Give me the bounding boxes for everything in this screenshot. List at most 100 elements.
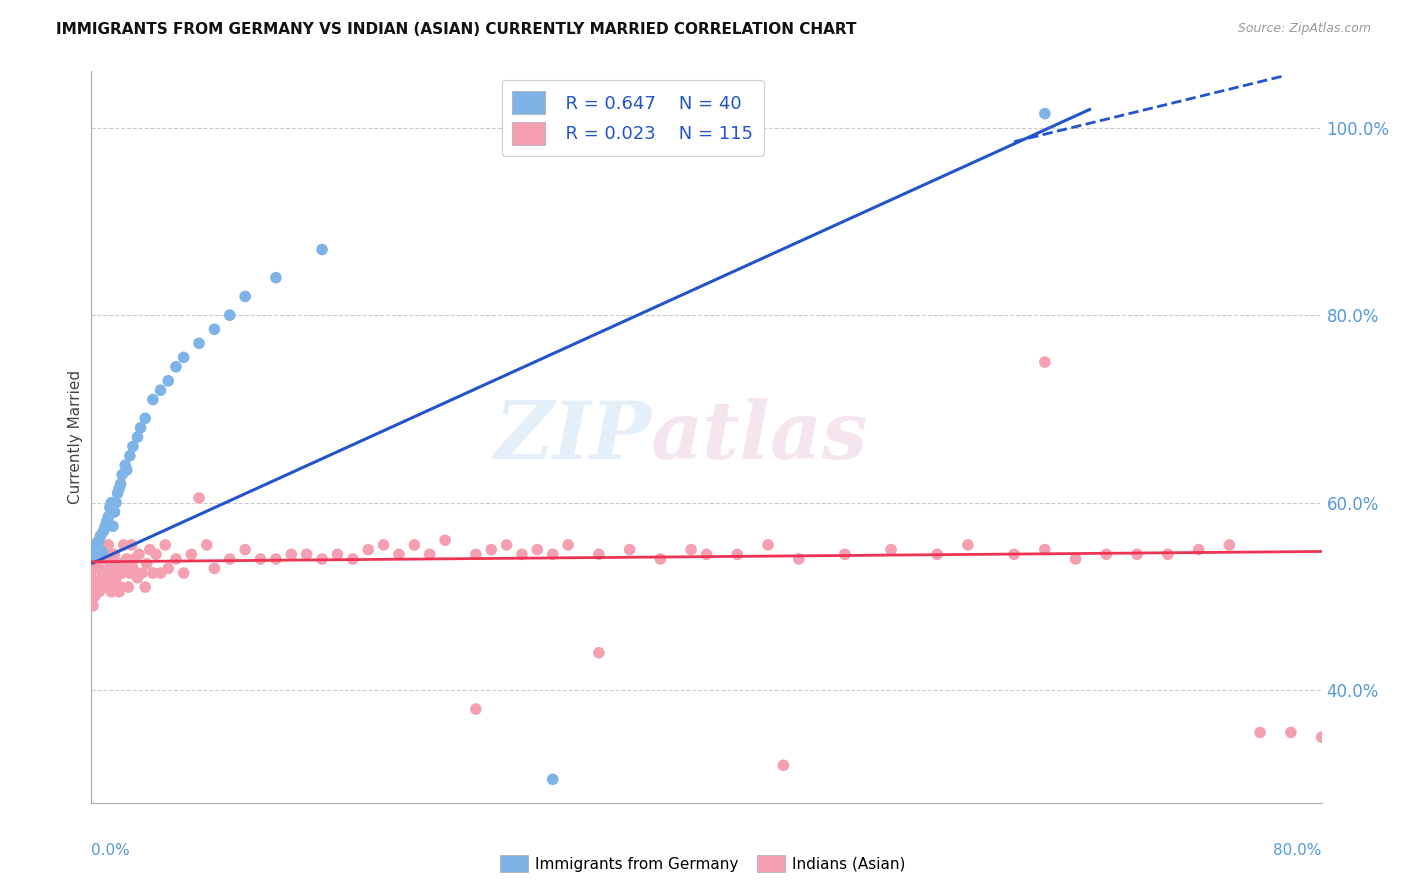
Point — [311, 552, 333, 566]
Point — [180, 547, 202, 561]
Point — [101, 580, 124, 594]
Point — [108, 584, 131, 599]
Point — [127, 430, 149, 444]
Text: ZIP: ZIP — [495, 399, 651, 475]
Point — [1033, 106, 1056, 120]
Point — [97, 538, 120, 552]
Point — [249, 552, 271, 566]
Point — [110, 580, 132, 594]
Point — [90, 580, 112, 594]
Point — [83, 561, 105, 575]
Point — [83, 547, 105, 561]
Point — [1033, 355, 1056, 369]
Point — [90, 528, 112, 542]
Point — [124, 552, 146, 566]
Point — [98, 561, 121, 575]
Point — [588, 646, 610, 660]
Point — [1002, 547, 1025, 561]
Point — [86, 575, 108, 590]
Point — [98, 500, 121, 515]
Point — [173, 351, 195, 365]
Point — [117, 580, 139, 594]
Point — [956, 538, 979, 552]
Point — [97, 566, 120, 580]
Point — [84, 580, 107, 594]
Point — [122, 561, 145, 575]
Legend:   R = 0.647    N = 40,   R = 0.023    N = 115: R = 0.647 N = 40, R = 0.023 N = 115 — [502, 80, 763, 156]
Point — [108, 557, 131, 571]
Point — [295, 547, 318, 561]
Point — [96, 571, 118, 585]
Point — [83, 590, 105, 604]
Point — [112, 538, 135, 552]
Point — [90, 552, 112, 566]
Point — [1279, 725, 1302, 739]
Point — [419, 547, 441, 561]
Point — [188, 336, 211, 351]
Point — [173, 566, 195, 580]
Point — [127, 571, 149, 585]
Point — [93, 524, 115, 538]
Point — [86, 535, 108, 549]
Point — [103, 547, 125, 561]
Point — [588, 547, 610, 561]
Point — [880, 542, 903, 557]
Point — [111, 566, 134, 580]
Point — [128, 547, 150, 561]
Point — [115, 552, 138, 566]
Point — [139, 542, 162, 557]
Point — [650, 552, 672, 566]
Point — [149, 383, 172, 397]
Point — [108, 482, 131, 496]
Point — [264, 552, 287, 566]
Point — [91, 544, 114, 558]
Point — [131, 566, 153, 580]
Point — [495, 538, 517, 552]
Point — [93, 542, 115, 557]
Point — [84, 557, 107, 571]
Point — [80, 590, 103, 604]
Text: 0.0%: 0.0% — [91, 843, 131, 858]
Point — [1249, 725, 1271, 739]
Point — [84, 541, 107, 555]
Point — [142, 566, 165, 580]
Point — [115, 463, 138, 477]
Point — [1064, 552, 1087, 566]
Point — [464, 702, 486, 716]
Point — [87, 584, 110, 599]
Point — [510, 547, 533, 561]
Point — [96, 547, 118, 561]
Point — [233, 289, 256, 303]
Point — [142, 392, 165, 407]
Point — [114, 561, 136, 575]
Point — [681, 542, 703, 557]
Point — [1310, 730, 1333, 744]
Point — [93, 566, 115, 580]
Point — [541, 547, 564, 561]
Point — [233, 542, 256, 557]
Point — [202, 322, 225, 336]
Point — [105, 571, 127, 585]
Point — [118, 566, 141, 580]
Point — [105, 496, 127, 510]
Point — [94, 519, 117, 533]
Point — [725, 547, 748, 561]
Point — [96, 515, 118, 529]
Point — [1341, 735, 1364, 749]
Point — [165, 359, 187, 374]
Point — [134, 411, 156, 425]
Point — [388, 547, 411, 561]
Point — [97, 509, 120, 524]
Legend: Immigrants from Germany, Indians (Asian): Immigrants from Germany, Indians (Asian) — [492, 847, 914, 880]
Point — [195, 538, 218, 552]
Point — [1033, 542, 1056, 557]
Point — [464, 547, 486, 561]
Point — [82, 599, 104, 613]
Point — [1126, 547, 1149, 561]
Point — [479, 542, 502, 557]
Point — [1187, 542, 1209, 557]
Point — [834, 547, 856, 561]
Point — [1372, 725, 1395, 739]
Point — [100, 496, 122, 510]
Point — [157, 374, 180, 388]
